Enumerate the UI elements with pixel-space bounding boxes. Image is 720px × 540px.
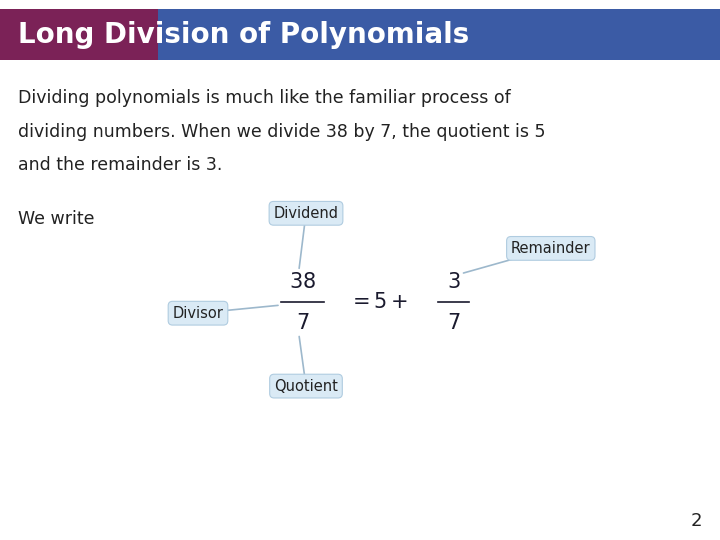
Text: We write: We write: [18, 210, 94, 228]
Text: Remainder: Remainder: [511, 241, 590, 256]
Text: Long Division of Polynomials: Long Division of Polynomials: [18, 21, 469, 49]
Text: Quotient: Quotient: [274, 379, 338, 394]
Text: $38$: $38$: [289, 272, 316, 292]
Text: $7$: $7$: [296, 313, 309, 333]
FancyBboxPatch shape: [158, 9, 720, 60]
Text: Dividing polynomials is much like the familiar process of: Dividing polynomials is much like the fa…: [18, 89, 510, 107]
Text: $3$: $3$: [447, 272, 460, 292]
FancyBboxPatch shape: [0, 9, 158, 60]
Text: Dividend: Dividend: [274, 206, 338, 221]
Text: $= 5 +$: $= 5 +$: [348, 292, 408, 313]
Text: 2: 2: [690, 512, 702, 530]
Text: $7$: $7$: [447, 313, 460, 333]
Text: and the remainder is 3.: and the remainder is 3.: [18, 156, 222, 174]
Text: dividing numbers. When we divide 38 by 7, the quotient is 5: dividing numbers. When we divide 38 by 7…: [18, 123, 546, 140]
Text: Divisor: Divisor: [173, 306, 223, 321]
